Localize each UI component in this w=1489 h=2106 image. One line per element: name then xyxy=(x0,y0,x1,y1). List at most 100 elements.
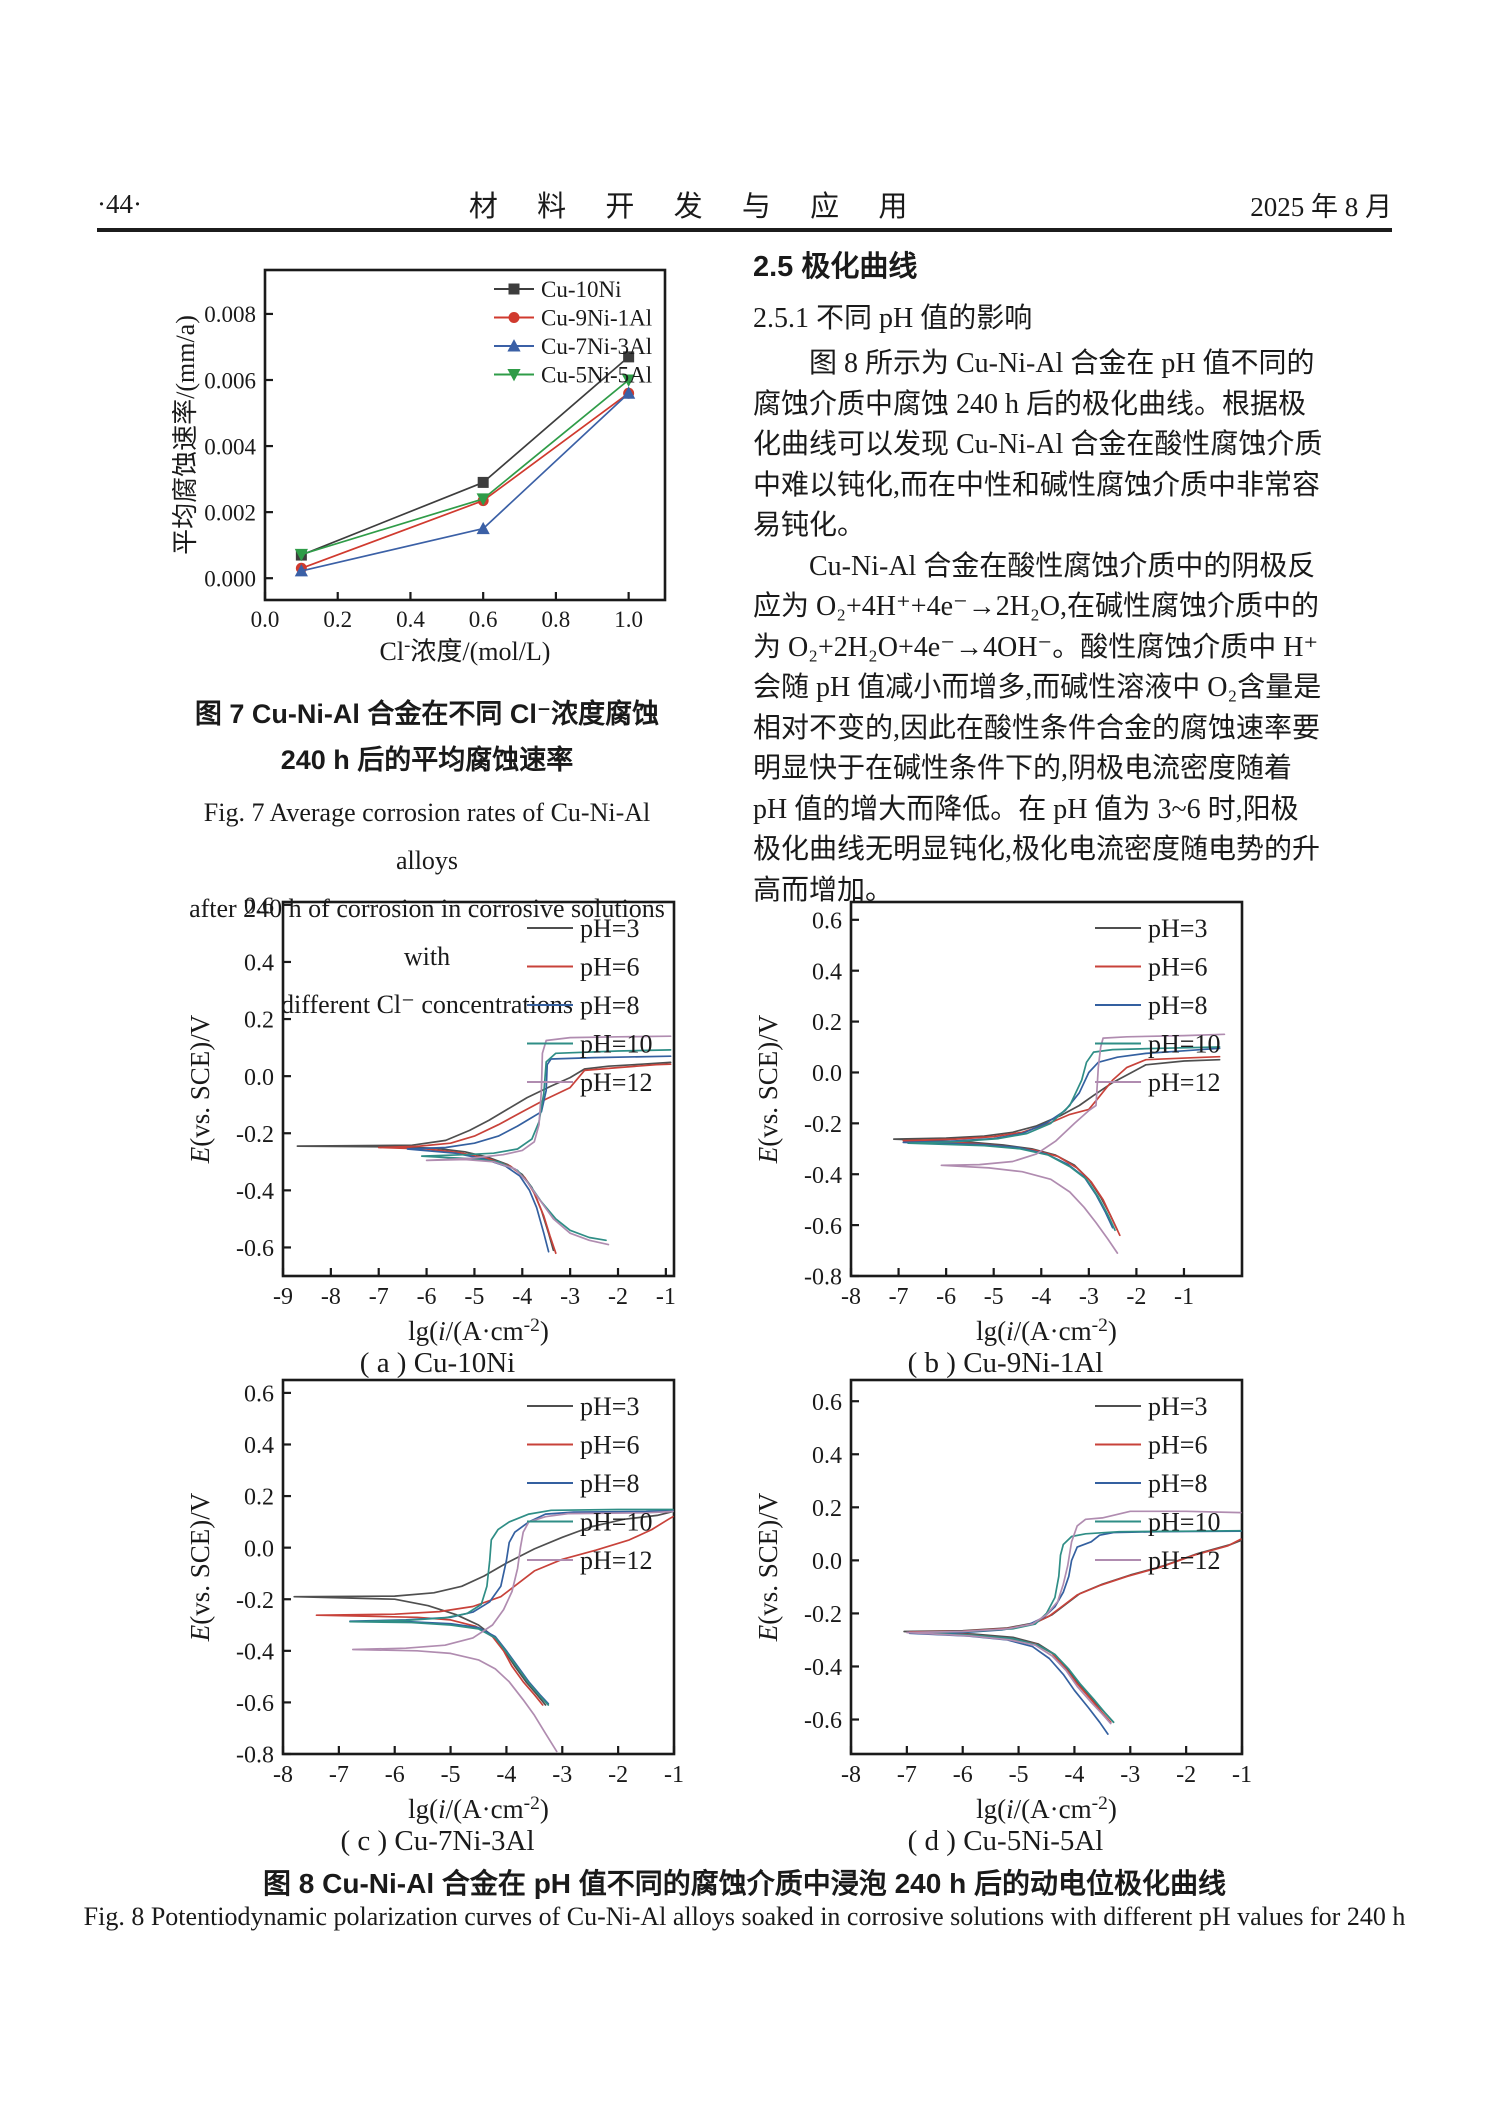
svg-text:-3: -3 xyxy=(1120,1762,1140,1788)
body-text-line: 会随 pH 值减小而增多,而碱性溶液中 O₂含量是 xyxy=(753,672,1322,703)
svg-text:pH=12: pH=12 xyxy=(1148,1068,1220,1097)
svg-text:-0.6: -0.6 xyxy=(804,1214,842,1240)
svg-text:-1: -1 xyxy=(1232,1762,1252,1788)
svg-text:pH=6: pH=6 xyxy=(580,1430,639,1459)
svg-text:-6: -6 xyxy=(953,1762,973,1788)
svg-text:-8: -8 xyxy=(841,1284,861,1310)
svg-text:lg(i/(A·cm-2): lg(i/(A·cm-2) xyxy=(976,1793,1117,1824)
body-text-line: 化曲线可以发现 Cu-Ni-Al 合金在酸性腐蚀介质 xyxy=(753,429,1323,460)
svg-text:E(vs. SCE)/V: E(vs. SCE)/V xyxy=(185,1492,215,1642)
svg-text:pH=10: pH=10 xyxy=(580,1029,652,1058)
page-header: ·44· 材 料 开 发 与 应 用 2025 年 8 月 xyxy=(97,186,1392,232)
svg-text:0.000: 0.000 xyxy=(204,566,256,591)
fig8a-polarization-chart: -9 -8 -7 -6 -5 -4 -3 -2 -1 0.6 0.4 0.2 0.0 -0.2 -0.4 -0… xyxy=(185,893,676,1346)
svg-text:-5: -5 xyxy=(464,1284,484,1310)
svg-text:pH=6: pH=6 xyxy=(1148,1430,1207,1459)
fig7-caption-en-line2: after 240 h of corrosion in corrosive so… xyxy=(189,894,665,971)
body-text-line: Cu-Ni-Al 合金在酸性腐蚀介质中的阴极反 xyxy=(809,550,1316,582)
svg-text:pH=8: pH=8 xyxy=(580,1469,639,1498)
svg-text:-3: -3 xyxy=(560,1284,580,1310)
svg-text:-6: -6 xyxy=(385,1762,405,1788)
svg-text:-0.4: -0.4 xyxy=(804,1655,842,1681)
page-number: ·44· xyxy=(97,188,142,219)
svg-text:pH=3: pH=3 xyxy=(580,1392,639,1421)
section-heading-2-5-1: 2.5.1 不同 pH 值的影响 xyxy=(753,303,1033,334)
fig8-caption-en: Fig. 8 Potentiodynamic polarization curv… xyxy=(83,1902,1406,1931)
svg-text:-2: -2 xyxy=(1126,1284,1146,1310)
fig7-caption-cn-line1: 图 7 Cu-Ni-Al 合金在不同 Cl⁻浓度腐蚀 xyxy=(194,699,660,729)
svg-text:0.6: 0.6 xyxy=(469,607,498,632)
fig8c-polarization-chart: -8 -7 -6 -5 -4 -3 -2 -1 0.6 0.4 0.2 0.0 -0.2 -0.4 -0.6… xyxy=(185,1378,684,1824)
svg-text:0.6: 0.6 xyxy=(812,908,842,934)
body-text-line: 相对不变的,因此在酸性条件合金的腐蚀速率要 xyxy=(753,712,1321,744)
svg-text:-3: -3 xyxy=(552,1762,572,1788)
svg-text:0.0: 0.0 xyxy=(812,1549,842,1575)
svg-text:-0.6: -0.6 xyxy=(236,1691,274,1717)
svg-text:-0.4: -0.4 xyxy=(236,1639,274,1665)
svg-text:-2: -2 xyxy=(608,1284,628,1310)
svg-text:1.0: 1.0 xyxy=(614,607,643,632)
svg-text:-7: -7 xyxy=(897,1762,917,1788)
svg-text:0.2: 0.2 xyxy=(244,1485,274,1511)
svg-text:-4: -4 xyxy=(512,1284,532,1310)
body-text-line: 图 8 所示为 Cu-Ni-Al 合金在 pH 值不同的 xyxy=(809,348,1315,379)
svg-text:pH=3: pH=3 xyxy=(580,914,639,943)
svg-text:pH=8: pH=8 xyxy=(580,991,639,1020)
svg-text:-9: -9 xyxy=(273,1284,293,1310)
fig8d-polarization-chart: -8 -7 -6 -5 -4 -3 -2 -1 0.6 0.4 0.2 0.0 -0.2 -0.4 -0.6… xyxy=(753,1378,1252,1824)
svg-text:0.2: 0.2 xyxy=(812,1496,842,1522)
svg-text:-0.4: -0.4 xyxy=(236,1179,274,1205)
svg-text:-5: -5 xyxy=(984,1284,1004,1310)
svg-text:-1: -1 xyxy=(1174,1284,1194,1310)
fig8b-subcaption: ( b ) Cu-9Ni-1Al xyxy=(907,1347,1104,1379)
svg-text:-0.2: -0.2 xyxy=(236,1588,274,1614)
svg-text:pH=12: pH=12 xyxy=(580,1068,652,1097)
svg-text:pH=3: pH=3 xyxy=(1148,914,1207,943)
svg-text:0.2: 0.2 xyxy=(812,1010,842,1036)
svg-text:Cl-浓度/(mol/L): Cl-浓度/(mol/L) xyxy=(380,635,551,666)
body-text-line: 明显快于在碱性条件下的,阴极电流密度随着 xyxy=(753,753,1293,784)
svg-text:pH=12: pH=12 xyxy=(1148,1546,1220,1575)
body-text-line: 中难以钝化,而在中性和碱性腐蚀介质中非常容 xyxy=(753,469,1321,501)
svg-text:Cu-9Ni-1Al: Cu-9Ni-1Al xyxy=(541,305,652,330)
svg-text:E(vs. SCE)/V: E(vs. SCE)/V xyxy=(753,1492,783,1642)
svg-text:0.4: 0.4 xyxy=(244,951,274,977)
body-text-line: 高而增加。 xyxy=(753,874,894,906)
svg-text:0.002: 0.002 xyxy=(204,500,256,525)
svg-text:pH=6: pH=6 xyxy=(580,952,639,981)
svg-text:0.0: 0.0 xyxy=(244,1536,274,1562)
svg-text:-0.8: -0.8 xyxy=(236,1743,274,1769)
svg-text:-0.6: -0.6 xyxy=(236,1236,274,1262)
svg-text:-4: -4 xyxy=(1031,1284,1051,1310)
svg-text:-1: -1 xyxy=(664,1762,684,1788)
body-text-line: 为 O₂+2H₂O+4e⁻→4OH⁻。酸性腐蚀介质中 H⁺ xyxy=(753,631,1319,663)
journal-title: 材 料 开 发 与 应 用 xyxy=(468,191,924,223)
svg-text:-7: -7 xyxy=(889,1284,909,1310)
svg-text:lg(i/(A·cm-2): lg(i/(A·cm-2) xyxy=(408,1315,549,1346)
body-text-line: 应为 O₂+4H⁺+4e⁻→2H₂O,在碱性腐蚀介质中的 xyxy=(753,591,1319,622)
svg-text:-1: -1 xyxy=(656,1284,676,1310)
svg-text:-4: -4 xyxy=(496,1762,516,1788)
svg-text:-0.2: -0.2 xyxy=(804,1112,842,1138)
svg-text:-0.6: -0.6 xyxy=(804,1708,842,1734)
svg-text:-0.8: -0.8 xyxy=(804,1265,842,1291)
svg-text:0.2: 0.2 xyxy=(244,1008,274,1034)
fig7-corrosion-rate-chart: 0.0 0.2 0.4 0.6 0.8 1.0 0.000 0.002 0.004 0.006 0.… xyxy=(171,268,667,666)
svg-text:-3: -3 xyxy=(1079,1284,1099,1310)
svg-text:-8: -8 xyxy=(321,1284,341,1310)
svg-text:-0.4: -0.4 xyxy=(804,1163,842,1189)
svg-text:-5: -5 xyxy=(441,1762,461,1788)
svg-text:-4: -4 xyxy=(1064,1762,1084,1788)
section-heading-2-5: 2.5 极化曲线 xyxy=(753,251,918,283)
svg-text:Cu-5Ni-5Al: Cu-5Ni-5Al xyxy=(541,362,652,387)
svg-text:pH=3: pH=3 xyxy=(1148,1392,1207,1421)
svg-text:0.4: 0.4 xyxy=(812,959,842,985)
fig8b-polarization-chart: -8 -7 -6 -5 -4 -3 -2 -1 0.6 0.4 0.2 0.0 -0.2 -0.4 -0.6… xyxy=(753,900,1244,1346)
fig8c-subcaption: ( c ) Cu-7Ni-3Al xyxy=(340,1825,535,1857)
fig7-caption-cn-line2: 240 h 后的平均腐蚀速率 xyxy=(280,745,574,775)
svg-text:0.6: 0.6 xyxy=(812,1390,842,1416)
svg-text:-8: -8 xyxy=(841,1762,861,1788)
svg-text:-0.2: -0.2 xyxy=(236,1122,274,1148)
fig8a-subcaption: ( a ) Cu-10Ni xyxy=(359,1347,516,1379)
